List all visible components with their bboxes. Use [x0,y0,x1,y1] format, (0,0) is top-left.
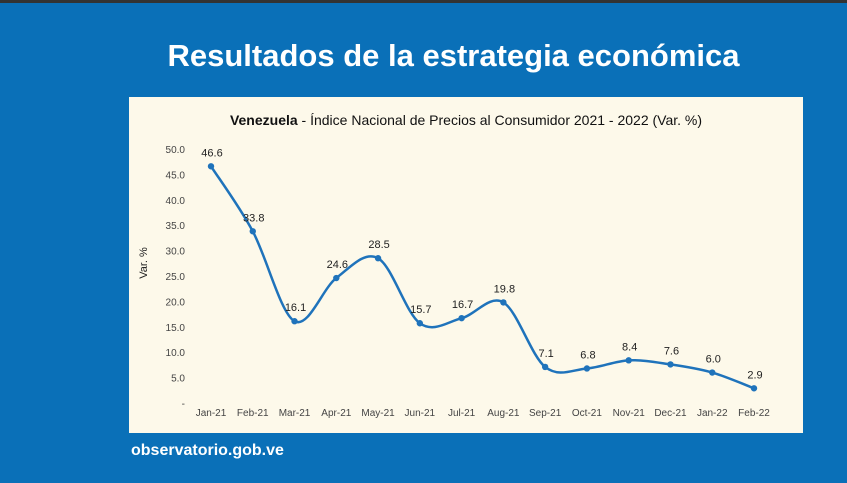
data-label: 2.9 [747,369,762,381]
data-point [500,299,507,306]
chart-title-bold: Venezuela [230,112,298,128]
data-point [416,320,424,327]
data-point [709,369,716,376]
data-label: 19.8 [494,283,515,295]
y-tick-label: 10.0 [166,348,186,359]
line-chart: Venezuela - Índice Nacional de Precios a… [138,112,770,419]
x-tick-label: Oct-21 [572,408,602,419]
data-point [541,363,549,371]
x-tick-label: Jun-21 [405,408,436,419]
x-tick-label: Aug-21 [487,408,520,419]
x-tick-label: May-21 [361,408,395,419]
data-label: 24.6 [327,259,348,271]
data-point [333,274,340,282]
x-tick-label: Mar-21 [279,408,311,419]
data-point [583,365,591,372]
data-label: 15.7 [410,304,431,316]
data-point [291,318,298,325]
x-tick-label: Jul-21 [448,408,476,419]
x-tick-label: Sep-21 [529,408,562,419]
y-tick-label: 5.0 [171,374,185,385]
data-label: 6.0 [706,354,721,366]
y-tick-label: 35.0 [166,221,186,232]
data-point [625,357,632,364]
x-tick-label: Feb-21 [237,408,269,419]
data-point [249,228,256,235]
data-label: 16.1 [285,302,306,314]
y-tick-label: 15.0 [166,323,186,334]
slide-title: Resultados de la estrategia económica [167,38,740,73]
x-tick-label: Apr-21 [321,408,351,419]
y-tick-label: - [182,399,185,410]
data-label: 6.8 [580,349,595,361]
y-tick-label: 20.0 [166,297,186,308]
y-tick-label: 25.0 [166,272,186,283]
y-tick-label: 45.0 [166,170,186,181]
data-point [207,163,215,170]
footer-url: observatorio.gob.ve [131,442,284,459]
y-tick-label: 40.0 [166,196,186,207]
x-tick-label: Nov-21 [613,408,646,419]
x-tick-label: Dec-21 [654,408,687,419]
y-tick-label: 30.0 [166,247,186,258]
data-label: 8.4 [622,341,637,353]
data-point [458,314,465,322]
data-point [750,385,758,392]
data-label: 28.5 [368,239,389,251]
data-label: 7.1 [539,348,554,360]
x-tick-label: Jan-22 [697,408,728,419]
y-tick-label: 50.0 [166,145,186,156]
chart-title-rest: - Índice Nacional de Precios al Consumid… [298,112,702,128]
data-label: 46.6 [201,147,222,159]
data-label: 33.8 [243,212,264,224]
data-point [667,361,674,368]
data-label: 16.7 [452,299,473,311]
y-axis-label: Var. % [138,247,150,279]
x-tick-label: Jan-21 [196,408,227,419]
data-label: 7.6 [664,345,679,357]
top-border [0,0,847,3]
chart-panel: Venezuela - Índice Nacional de Precios a… [129,97,803,433]
data-point [374,255,382,262]
chart-title: Venezuela - Índice Nacional de Precios a… [230,112,702,128]
x-tick-label: Feb-22 [738,408,770,419]
